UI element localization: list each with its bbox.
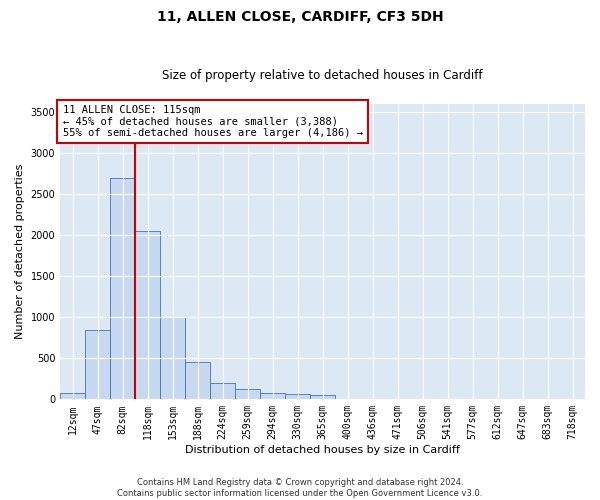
Title: Size of property relative to detached houses in Cardiff: Size of property relative to detached ho… <box>163 69 483 82</box>
Bar <box>285 394 310 400</box>
Bar <box>260 393 285 400</box>
X-axis label: Distribution of detached houses by size in Cardiff: Distribution of detached houses by size … <box>185 445 460 455</box>
Bar <box>60 393 85 400</box>
Text: 11, ALLEN CLOSE, CARDIFF, CF3 5DH: 11, ALLEN CLOSE, CARDIFF, CF3 5DH <box>157 10 443 24</box>
Bar <box>335 398 360 400</box>
Bar <box>135 231 160 400</box>
Y-axis label: Number of detached properties: Number of detached properties <box>15 164 25 340</box>
Bar <box>235 388 260 400</box>
Bar <box>210 383 235 400</box>
Bar <box>110 178 135 400</box>
Bar <box>310 395 335 400</box>
Text: Contains HM Land Registry data © Crown copyright and database right 2024.
Contai: Contains HM Land Registry data © Crown c… <box>118 478 482 498</box>
Bar <box>160 318 185 400</box>
Bar <box>85 330 110 400</box>
Bar <box>185 362 210 400</box>
Text: 11 ALLEN CLOSE: 115sqm
← 45% of detached houses are smaller (3,388)
55% of semi-: 11 ALLEN CLOSE: 115sqm ← 45% of detached… <box>62 105 362 138</box>
